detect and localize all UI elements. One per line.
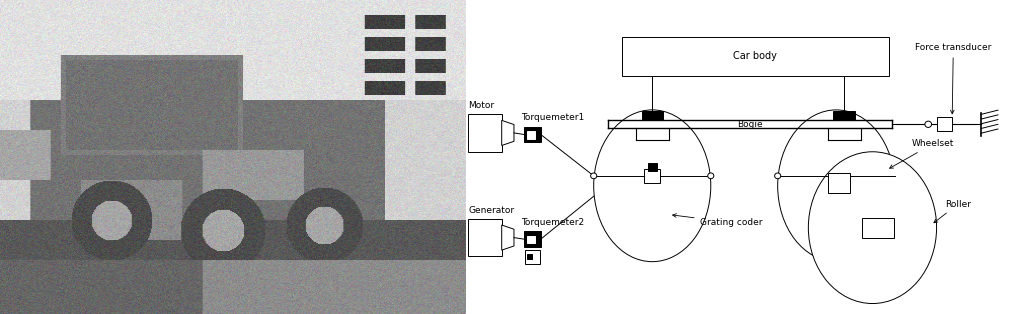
Circle shape xyxy=(774,173,781,179)
Bar xyxy=(527,131,535,139)
Bar xyxy=(937,117,952,131)
Ellipse shape xyxy=(777,110,895,262)
Bar xyxy=(469,219,501,257)
Bar xyxy=(469,114,501,152)
Bar xyxy=(525,250,539,264)
Text: Force transducer: Force transducer xyxy=(916,43,991,114)
Text: Wheelset: Wheelset xyxy=(890,139,953,168)
Bar xyxy=(861,218,894,238)
Text: Roller: Roller xyxy=(934,200,971,223)
Text: Torquemeter2: Torquemeter2 xyxy=(522,218,584,227)
Text: Bogie: Bogie xyxy=(737,120,762,129)
Text: Torquemeter1: Torquemeter1 xyxy=(522,113,584,122)
Bar xyxy=(834,111,854,120)
Ellipse shape xyxy=(593,110,711,262)
Ellipse shape xyxy=(808,152,937,304)
Bar xyxy=(527,254,532,258)
Polygon shape xyxy=(501,225,514,250)
Bar xyxy=(644,169,660,183)
Text: Motor: Motor xyxy=(469,101,494,110)
Polygon shape xyxy=(501,120,514,145)
Bar xyxy=(648,163,657,171)
Bar xyxy=(829,173,850,193)
Bar xyxy=(641,111,663,120)
Circle shape xyxy=(925,121,932,127)
Bar xyxy=(622,37,889,76)
Text: Car body: Car body xyxy=(733,51,777,61)
Bar xyxy=(527,236,535,243)
Text: Grating coder: Grating coder xyxy=(673,214,762,227)
Circle shape xyxy=(708,173,714,179)
Circle shape xyxy=(590,173,596,179)
Bar xyxy=(524,127,541,142)
Bar xyxy=(524,231,541,247)
Text: Generator: Generator xyxy=(469,206,515,214)
